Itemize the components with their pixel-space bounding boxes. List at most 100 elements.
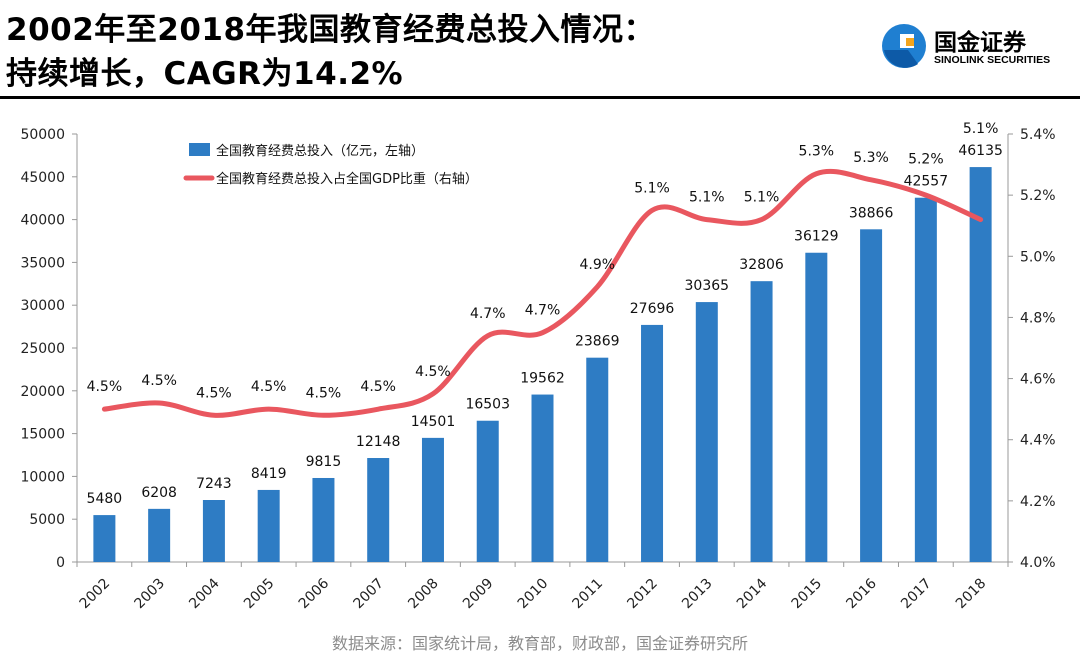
left-tick-label: 10000 xyxy=(20,469,65,485)
line-value-label: 5.1% xyxy=(634,180,670,196)
x-tick-label: 2006 xyxy=(296,575,333,612)
line-value-label: 5.1% xyxy=(744,190,780,206)
x-tick-label: 2016 xyxy=(843,575,880,612)
page-title-line1: 2002年至2018年我国教育经费总投入情况： xyxy=(6,12,656,48)
x-tick-label: 2015 xyxy=(789,576,826,613)
bar-value-label: 12148 xyxy=(356,434,401,450)
legend-line-label: 全国教育经费总投入占全国GDP比重（右轴） xyxy=(216,171,478,187)
right-tick-label: 5.4% xyxy=(1020,127,1056,143)
bar-value-label: 8419 xyxy=(251,466,287,482)
left-tick-label: 45000 xyxy=(20,170,65,186)
right-tick-label: 4.6% xyxy=(1020,372,1056,388)
bar xyxy=(969,167,992,562)
x-tick-label: 2014 xyxy=(734,575,771,612)
line-value-label: 4.9% xyxy=(579,257,615,273)
bar xyxy=(421,437,444,562)
bar xyxy=(202,499,225,562)
legend-bar-swatch xyxy=(189,143,210,156)
bar-value-label: 6208 xyxy=(141,485,177,501)
bar xyxy=(914,197,937,562)
bar-value-label: 19562 xyxy=(520,371,565,387)
header-divider xyxy=(0,96,1080,99)
right-tick-label: 5.0% xyxy=(1020,249,1056,265)
x-tick-label: 2012 xyxy=(624,576,661,613)
left-tick-label: 5000 xyxy=(29,512,65,528)
bar xyxy=(695,302,718,562)
line-value-label: 4.5% xyxy=(306,385,342,401)
brand-logo: 国金证券 SINOLINK SECURITIES xyxy=(878,20,1078,70)
line-value-label: 5.3% xyxy=(853,150,889,166)
bar xyxy=(750,281,773,562)
legend-bar-label: 全国教育经费总投入（亿元，左轴） xyxy=(216,143,424,159)
bar xyxy=(257,489,280,562)
line-value-label: 5.1% xyxy=(963,121,999,137)
x-tick-label: 2017 xyxy=(898,576,935,613)
bar-value-label: 46135 xyxy=(958,143,1003,159)
line-value-label: 4.5% xyxy=(141,373,177,389)
x-tick-label: 2003 xyxy=(131,576,168,613)
x-tick-label: 2007 xyxy=(351,576,388,613)
bar xyxy=(93,515,116,562)
line-value-label: 4.7% xyxy=(525,303,561,319)
x-tick-label: 2008 xyxy=(405,576,442,613)
x-tick-label: 2011 xyxy=(570,576,607,613)
left-tick-label: 50000 xyxy=(20,127,65,143)
chart-legend: 全国教育经费总投入（亿元，左轴） 全国教育经费总投入占全国GDP比重（右轴） xyxy=(183,143,478,187)
bar-value-label: 9815 xyxy=(306,454,342,470)
line-series xyxy=(101,168,984,418)
bar xyxy=(805,252,828,562)
bar-value-label: 30365 xyxy=(685,278,730,294)
bar-value-label: 5480 xyxy=(87,491,123,507)
bar-series xyxy=(93,167,992,562)
page-title-line2: 持续增长，CAGR为14.2% xyxy=(6,56,404,92)
x-tick-label: 2009 xyxy=(460,576,497,613)
left-tick-label: 40000 xyxy=(20,213,65,229)
left-tick-label: 0 xyxy=(56,555,65,571)
bar-value-label: 7243 xyxy=(196,476,232,492)
x-tick-label: 2004 xyxy=(186,575,223,612)
left-tick-label: 15000 xyxy=(20,427,65,443)
x-tick-label: 2010 xyxy=(515,576,552,613)
bar xyxy=(641,324,664,562)
line-value-label: 4.5% xyxy=(415,364,451,380)
line-value-label: 5.1% xyxy=(689,190,725,206)
logo-icon xyxy=(882,24,926,68)
line-data-labels: 4.5% 4.5% 4.5% 4.5% 4.5% 4.5% 4.5% 4.7% 4.7% 4.9%… xyxy=(87,121,999,401)
bar xyxy=(367,458,390,562)
bar-value-label: 16503 xyxy=(465,397,510,413)
bar xyxy=(531,394,554,562)
bar xyxy=(476,420,499,562)
bar xyxy=(148,508,171,562)
x-tick-label: 2013 xyxy=(679,576,716,613)
header: 2002年至2018年我国教育经费总投入情况： 持续增长，CAGR为14.2% … xyxy=(0,0,1080,95)
left-tick-label: 30000 xyxy=(20,298,65,314)
right-tick-label: 4.8% xyxy=(1020,310,1056,326)
bar xyxy=(312,477,335,562)
gdp-share-line xyxy=(101,168,984,418)
bar-value-label: 27696 xyxy=(630,301,675,317)
bar-value-label: 32806 xyxy=(739,257,784,273)
left-tick-label: 25000 xyxy=(20,341,65,357)
line-value-label: 4.5% xyxy=(196,385,232,401)
left-tick-label: 35000 xyxy=(20,255,65,271)
right-tick-label: 4.2% xyxy=(1020,494,1056,510)
line-value-label: 5.3% xyxy=(799,144,835,160)
x-tick-label: 2005 xyxy=(241,576,278,613)
bar-data-labels: 5480 6208 7243 8419 9815 12148 14501 16503 19562… xyxy=(87,143,1003,507)
right-tick-label: 4.4% xyxy=(1020,433,1056,449)
line-value-label: 4.5% xyxy=(87,379,123,395)
bar xyxy=(586,357,609,562)
line-value-label: 4.7% xyxy=(470,306,506,322)
bar xyxy=(860,229,883,562)
bar-value-label: 42557 xyxy=(904,174,949,190)
line-value-label: 4.5% xyxy=(251,379,287,395)
bar-value-label: 23869 xyxy=(575,334,620,350)
logo-text-cn: 国金证券 xyxy=(934,30,1026,56)
right-tick-label: 4.0% xyxy=(1020,555,1056,571)
bar-value-label: 36129 xyxy=(794,229,839,245)
line-value-label: 5.2% xyxy=(908,152,944,168)
left-tick-label: 20000 xyxy=(20,384,65,400)
data-source-note: 数据来源：国家统计局，教育部，财政部，国金证券研究所 xyxy=(331,634,748,653)
x-tick-label: 2018 xyxy=(953,576,990,613)
